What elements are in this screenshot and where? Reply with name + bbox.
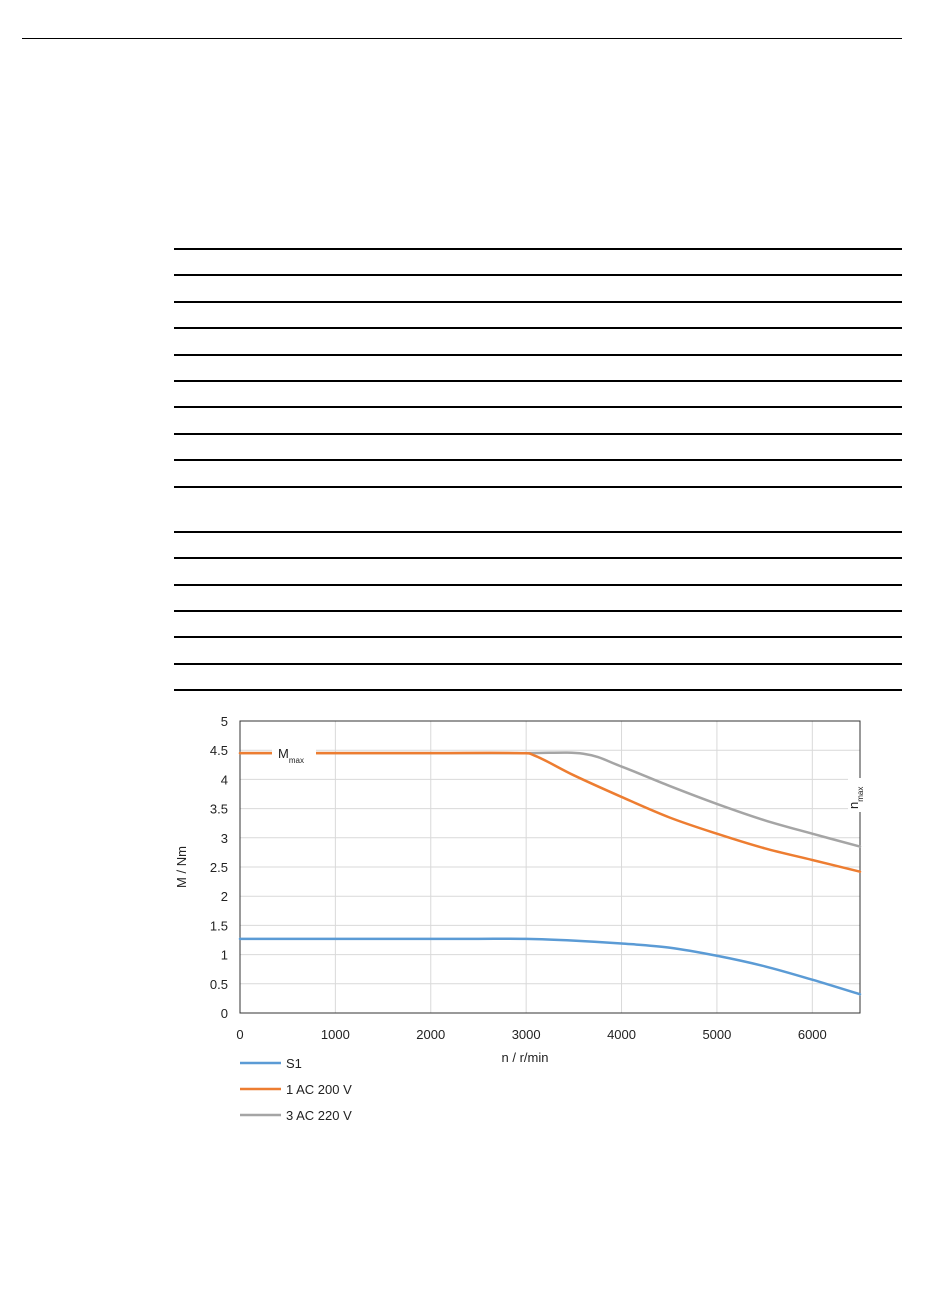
table-rule: [174, 274, 902, 276]
table-rule: [174, 301, 902, 303]
y-tick-label: 2.5: [210, 860, 228, 875]
chart-grid: [239, 720, 860, 1014]
table-rule: [174, 557, 902, 559]
legend-label: 3 AC 220 V: [286, 1108, 352, 1123]
nmax-label: nmax: [846, 787, 865, 809]
table-rule: [174, 486, 902, 488]
table-rule: [174, 406, 902, 408]
series-line-1-ac-200-v: [238, 751, 862, 873]
x-tick-label: 0: [236, 1027, 243, 1042]
plot-area-frame: [239, 720, 861, 1014]
nmax-label-main: n: [846, 802, 861, 809]
x-tick-label: 1000: [321, 1027, 350, 1042]
mmax-annotation: Mmax: [272, 744, 316, 769]
table-rule: [174, 636, 902, 638]
y-tick-label: 1: [221, 948, 228, 963]
x-tick-label: 2000: [416, 1027, 445, 1042]
torque-speed-chart: 0 0.5 1 1.5 2 2.5 3 3.5 4 4.5 5 0 1000 2000 3000 4000 5…: [174, 714, 866, 1123]
y-tick-label: 3: [221, 831, 228, 846]
y-tick-label: 4: [221, 772, 228, 787]
y-axis-ticks: 0 0.5 1 1.5 2 2.5 3 3.5 4 4.5 5: [210, 714, 228, 1021]
y-tick-label: 4.5: [210, 743, 228, 758]
nmax-label-sub: max: [856, 787, 865, 802]
legend-label: S1: [286, 1056, 302, 1071]
table-rule: [174, 584, 902, 586]
table-rule: [174, 327, 902, 329]
mmax-label-sub: max: [289, 756, 304, 765]
y-tick-label: 5: [221, 714, 228, 729]
table-rule: [174, 689, 902, 691]
y-tick-label: 1.5: [210, 918, 228, 933]
mmax-label-main: M: [278, 746, 289, 761]
y-tick-label: 0: [221, 1006, 228, 1021]
legend-label: 1 AC 200 V: [286, 1082, 352, 1097]
nmax-annotation: nmax: [846, 778, 866, 812]
page-header-rule: [22, 38, 902, 39]
x-axis-label: n / r/min: [502, 1050, 549, 1065]
table-rule: [174, 663, 902, 665]
table-rule: [174, 380, 902, 382]
x-tick-label: 3000: [512, 1027, 541, 1042]
y-tick-label: 3.5: [210, 802, 228, 817]
x-tick-label: 4000: [607, 1027, 636, 1042]
mmax-label-background: [272, 744, 316, 769]
series-line-s1: [238, 937, 862, 996]
table-rule: [174, 610, 902, 612]
y-tick-label: 2: [221, 889, 228, 904]
series-line-3-ac-220-v: [238, 751, 862, 848]
table-rule: [174, 354, 902, 356]
y-axis-label: M / Nm: [174, 846, 189, 888]
chart-legend: S1 1 AC 200 V 3 AC 220 V: [240, 1056, 352, 1123]
y-tick-label: 0.5: [210, 977, 228, 992]
x-tick-label: 6000: [798, 1027, 827, 1042]
table-rule: [174, 433, 902, 435]
x-tick-label: 5000: [702, 1027, 731, 1042]
table-rule: [174, 248, 902, 250]
x-axis-ticks: 0 1000 2000 3000 4000 5000 6000: [236, 1027, 826, 1042]
mmax-label: Mmax: [278, 746, 304, 765]
data-table-rules: [174, 248, 902, 693]
table-rule: [174, 459, 902, 461]
nmax-label-background: [848, 778, 866, 812]
table-rule: [174, 531, 902, 533]
chart-series: [238, 751, 862, 996]
